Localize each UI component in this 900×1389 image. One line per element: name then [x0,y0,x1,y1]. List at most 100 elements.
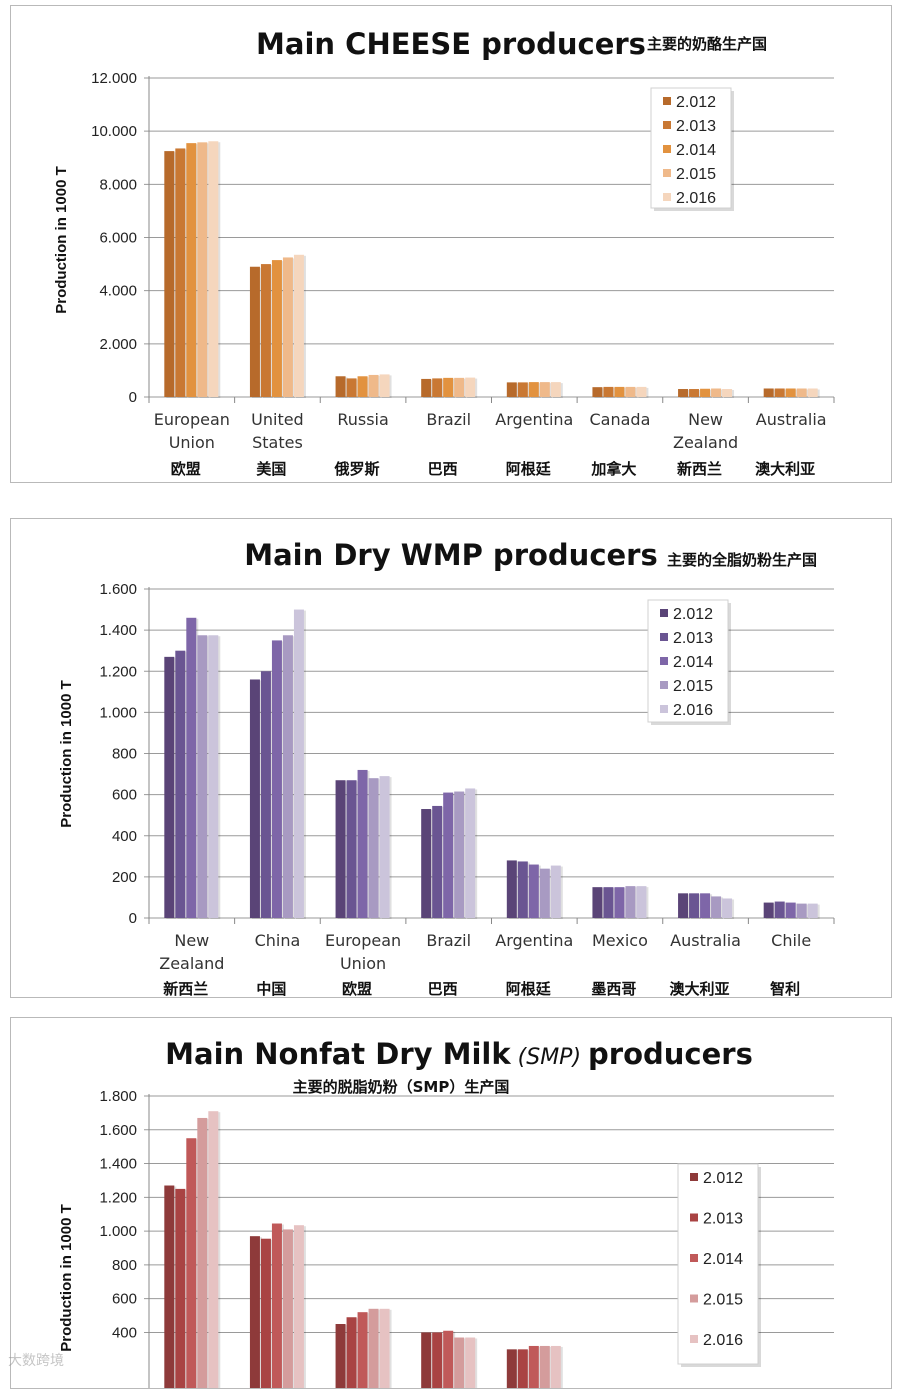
bar [625,386,636,397]
bar [249,266,260,397]
bar [249,1236,260,1388]
y-tick-label: 1.600 [99,581,137,598]
bar [785,388,796,397]
bar [528,1345,539,1388]
bar [614,386,625,397]
bar [711,896,722,918]
bar [368,778,379,918]
bar [282,257,293,397]
y-tick-label: 600 [112,787,137,804]
legend-label: 2.014 [673,654,713,671]
legend-label: 2.014 [676,142,716,159]
legend-label: 2.012 [676,94,716,111]
bar [689,389,700,397]
bar [689,893,700,918]
legend-label: 2.016 [703,1332,743,1349]
bar [271,1223,282,1388]
legend-swatch [690,1335,698,1343]
bar [421,378,432,397]
bar [636,886,647,918]
category-label-cn: 墨西哥 [591,980,636,997]
bar [678,893,689,918]
legend-label: 2.016 [673,702,713,719]
legend-box [677,1163,759,1365]
bar [164,151,175,397]
bar [763,388,774,397]
chart-title-suffix: producers [588,1037,753,1071]
legend-swatch [660,681,668,689]
category-label: Canada [589,410,650,429]
bar [186,1138,197,1388]
category-label-cn: 阿根廷 [506,980,552,997]
bar [368,374,379,397]
y-tick-label: 6.000 [99,230,137,247]
bar [335,780,346,918]
legend-swatch [690,1294,698,1303]
bar [197,635,208,918]
bar [528,864,539,918]
bar [592,387,603,397]
legend-swatch [660,633,668,641]
legend-swatch [690,1173,698,1181]
category-label-cn: 新西兰 [677,460,722,478]
bar [432,1332,443,1388]
smp-chart: 400 600 800 1.000 1.200 1.400 1.600 1.800 Produc… [58,1037,834,1388]
y-tick-label: 800 [112,746,137,763]
category-label: China [255,931,301,950]
bar [379,1308,390,1388]
bar [271,260,282,397]
bar [763,902,774,918]
bar [164,1185,175,1388]
category-label: Chile [771,931,811,950]
y-tick-label: 1.200 [99,1189,137,1206]
bar [346,378,357,397]
category-label: Mexico [592,931,648,950]
watermark: 大数跨境 [8,1353,64,1369]
bar [335,1324,346,1388]
category-label: Union [169,433,215,452]
y-tick-label: 12.000 [91,70,137,87]
legend-label: 2.015 [703,1292,743,1309]
chart-title: Main Dry WMP producers [244,538,658,572]
bar [421,1332,432,1388]
category-label: Union [340,954,386,973]
category-label: European [154,410,230,429]
category-label-cn: 俄罗斯 [334,460,380,478]
y-tick-label: 10.000 [91,123,137,140]
bar [636,386,647,397]
bar [603,386,614,397]
bar [443,377,454,397]
bar [550,382,561,397]
bar [774,388,785,397]
bar [368,1308,379,1388]
bar [614,887,625,918]
y-tick-label: 1.600 [99,1122,137,1139]
bar [506,382,517,397]
category-label-cn: 巴西 [428,980,458,997]
y-tick-label: 600 [112,1291,137,1308]
bar [465,1337,476,1388]
bar [208,635,219,918]
y-axis-title: Production in 1000 T [58,680,75,828]
bar [357,376,368,397]
chart-subtitle: 主要的奶酪生产国 [647,35,767,53]
category-label-cn: 澳大利亚 [755,460,815,478]
bar [432,378,443,397]
bar [197,142,208,397]
bar [711,388,722,397]
category-label-cn: 巴西 [428,460,458,478]
category-label-cn: 澳大利亚 [670,980,730,997]
y-tick-label: 1.000 [99,704,137,721]
bar [260,264,271,397]
bar [249,679,260,918]
bar [271,640,282,918]
bar [282,1229,293,1388]
category-label-cn: 欧盟 [342,980,372,997]
legend-swatch [663,121,671,129]
category-label-cn: 阿根廷 [506,460,552,478]
bar [774,901,785,918]
bar [357,769,368,918]
bar [539,1345,550,1388]
legend-swatch [690,1254,698,1262]
bar [432,805,443,918]
